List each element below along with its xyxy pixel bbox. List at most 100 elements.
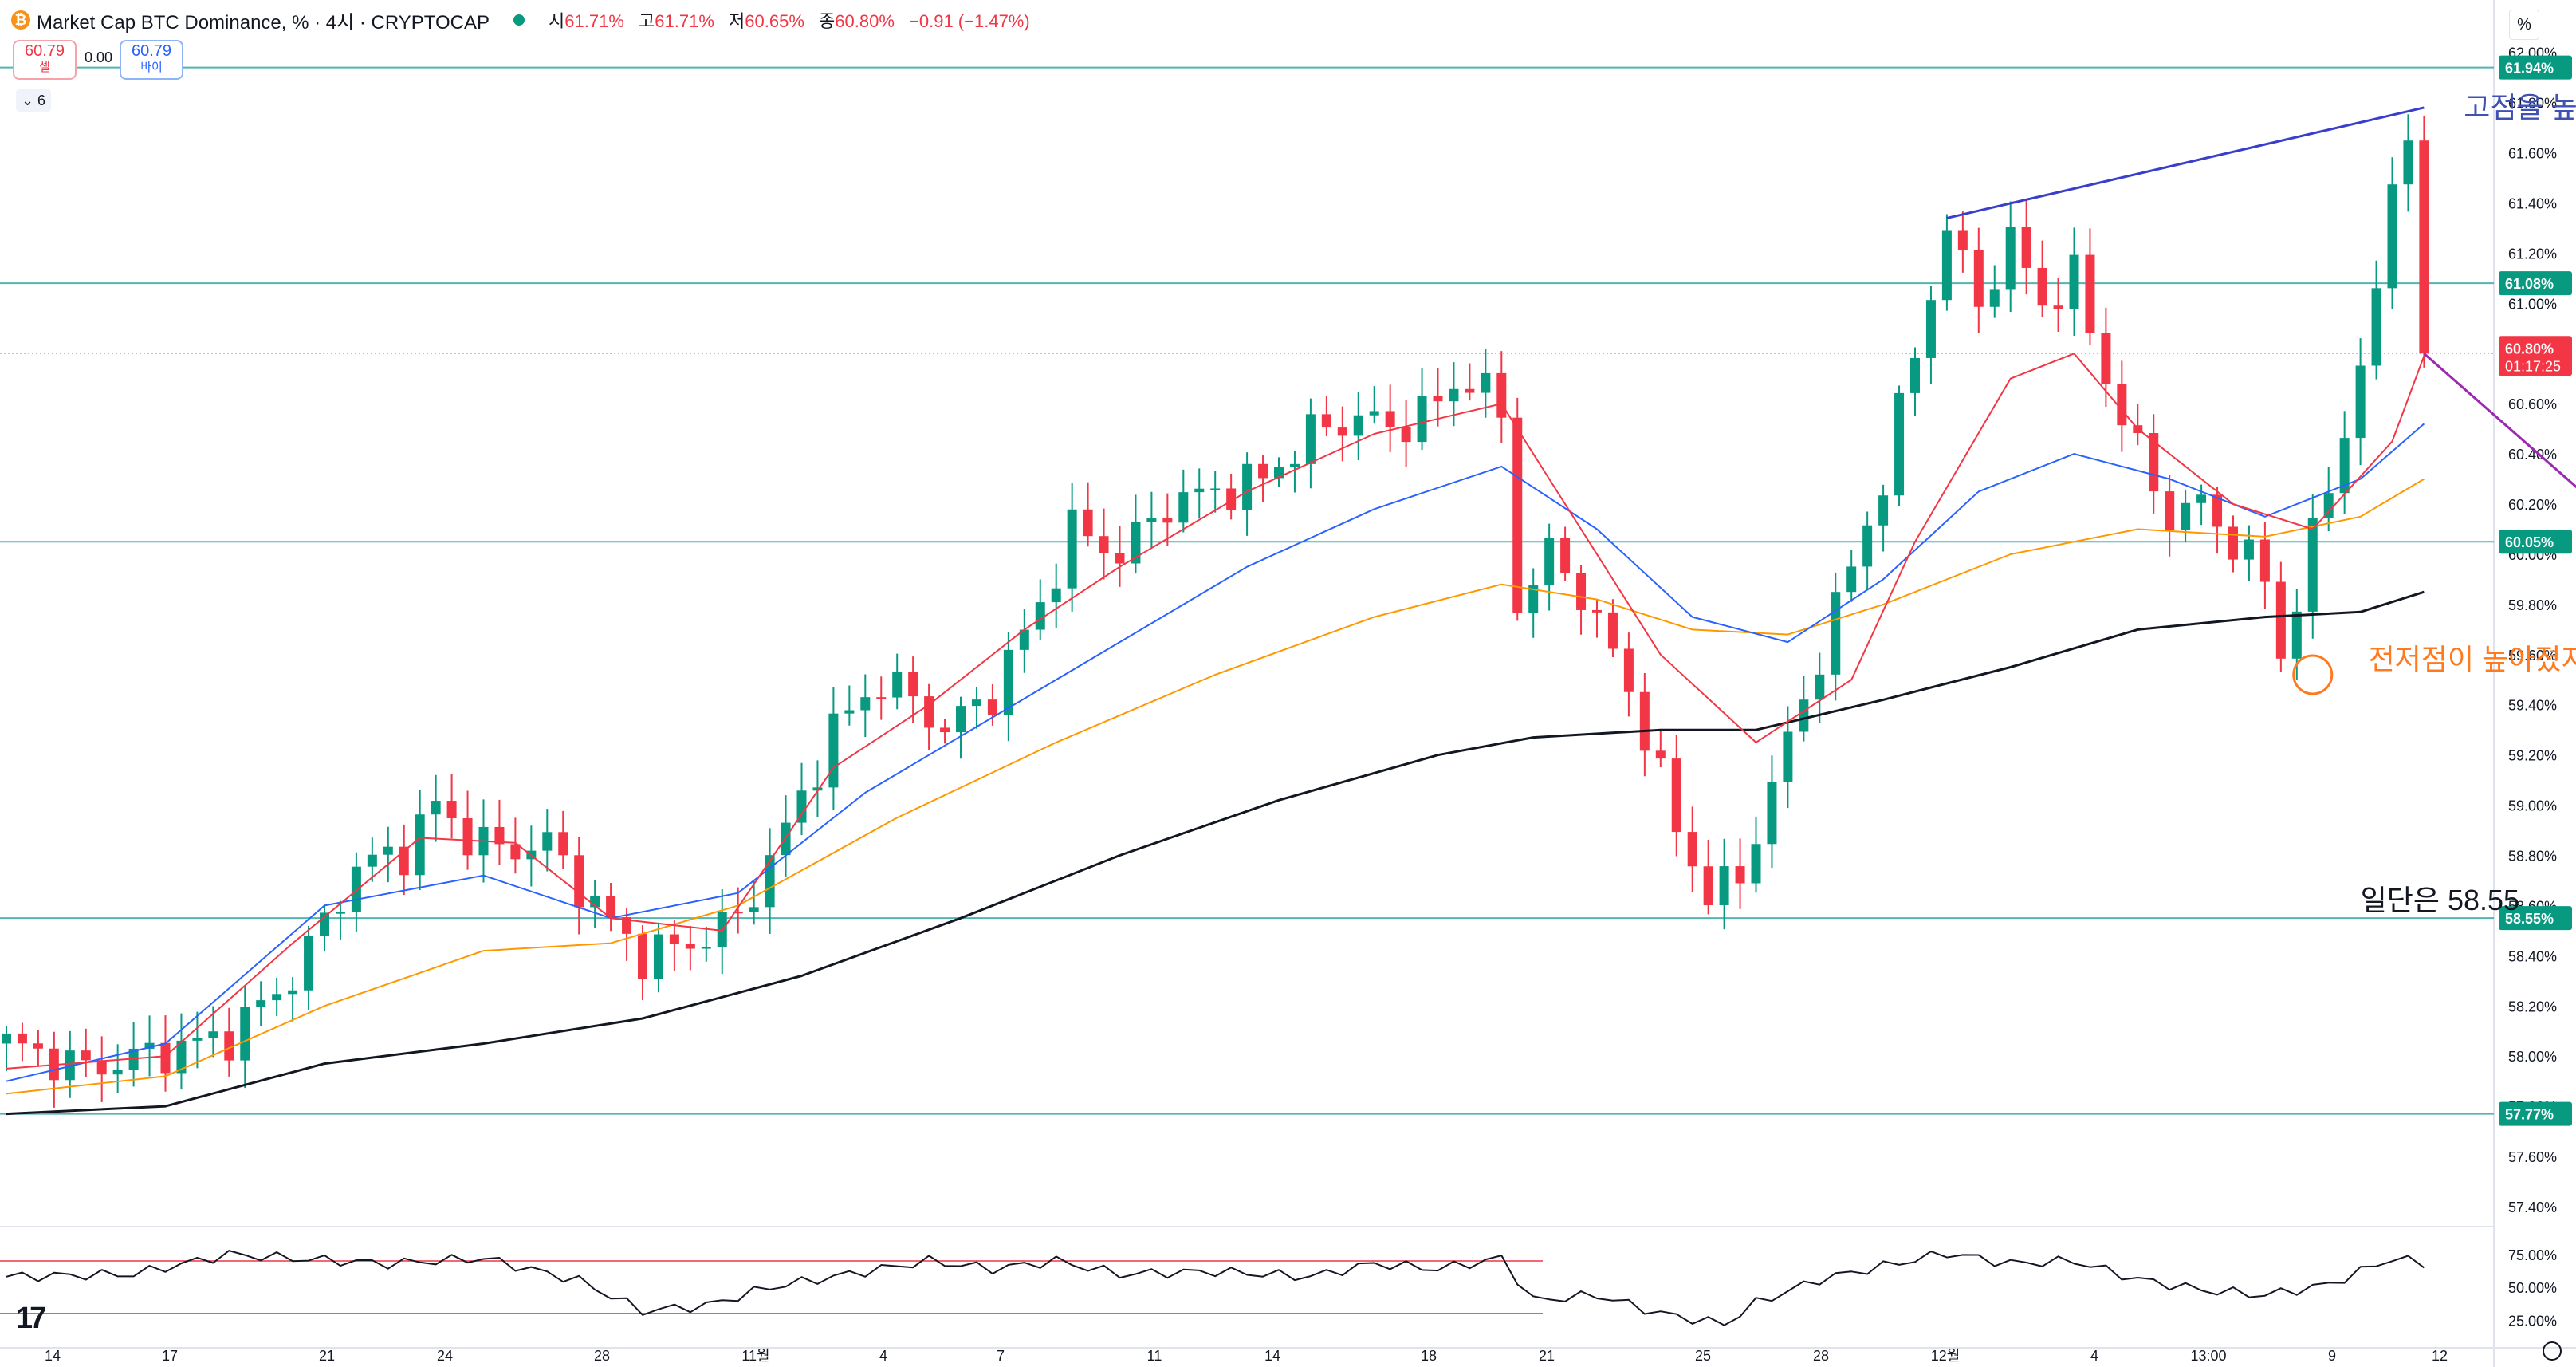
candle-body [2212,494,2223,527]
ohlc-readout: 시61.71% 고61.71% 저60.65% 종60.80% −0.91 (−… [549,11,1030,31]
candle-body [160,1042,171,1074]
y-tick-label: 61.40% [2508,196,2557,212]
candle-body [956,706,966,733]
x-tick-label: 13:00 [2190,1348,2226,1364]
candle-body [1496,372,1507,418]
candle-body [2149,433,2159,492]
y-tick-label: 60.60% [2508,396,2557,412]
candle-body [446,801,457,818]
candle-body [367,854,377,867]
price-label-box [2499,271,2572,296]
candle-body [2323,493,2334,518]
annotation-text: 전저점이 높아졌지만 [2369,643,2576,676]
buy-button[interactable]: 60.79 바이 [120,40,183,80]
price-label: 57.77% [2505,1107,2554,1123]
candle-body [2244,539,2254,560]
candle-body [335,912,345,914]
candle-body [17,1033,27,1044]
candle-body [2403,140,2413,185]
x-tick-label: 12월 [1931,1348,1961,1364]
candle-body [2339,438,2350,494]
candle-body [192,1038,203,1041]
candle-body [1560,538,1571,573]
candle-body [1146,518,1157,522]
change-value: −0.91 (−1.47%) [909,11,1030,31]
indicators-toggle[interactable]: ⌄ 6 [16,89,51,112]
candle-body [304,936,314,991]
y-tick-label: 58.80% [2508,849,2557,865]
candle-body [1051,588,1061,603]
symbol-title[interactable]: Market Cap BTC Dominance, % · 4시 · CRYPT… [37,11,490,33]
last-price-box [2499,336,2572,376]
annotation-text: 일단은 58.55 [2361,884,2519,916]
ma-fast-line [6,353,2425,1070]
y-tick-label: 59.20% [2508,748,2557,764]
price-label: 58.55% [2505,911,2554,927]
y-tick-label: 60.20% [2508,497,2557,513]
settings-icon[interactable] [2543,1341,2562,1361]
candle-body [876,697,887,699]
candle-body [1783,731,1793,782]
candle-body [1941,230,1952,301]
candle-body [622,917,632,934]
candle-body [542,832,553,851]
candle-body [2307,518,2318,612]
last-price-label: 60.80% [2505,341,2554,357]
rsi-tick-label: 75.00% [2508,1247,2557,1263]
candle-body [1846,566,1857,593]
candle-body [796,790,807,823]
sell-button[interactable]: 60.79 셀 [13,40,77,80]
candle-body [1925,300,1936,358]
candle-body [2069,254,2079,309]
candle-body [176,1040,187,1074]
x-tick-label: 28 [1813,1348,1829,1364]
x-tick-label: 14 [45,1348,61,1364]
candle-body [1655,750,1666,759]
candle-body [112,1070,123,1075]
candle-body [1321,414,1331,428]
candle-body [749,907,759,912]
candle-body [2291,611,2302,659]
percent-scale-button[interactable]: % [2509,10,2539,40]
y-tick-label: 59.40% [2508,698,2557,714]
candle-body [2196,494,2207,503]
x-tick-label: 9 [2328,1348,2336,1364]
annotation-text: 고점을 높여서 [2464,91,2576,124]
candle-body [1401,427,1411,443]
candle-body [1242,463,1253,510]
candle-body [81,1050,91,1061]
candle-body [1067,509,1077,589]
candle-body [272,994,282,1001]
candle-body [288,990,298,995]
candle-body [1003,649,1013,715]
candle-body [2117,384,2127,426]
candle-body [1528,585,1539,613]
candle-body [1131,522,1141,564]
x-tick-label: 21 [319,1348,335,1364]
candle-body [1894,392,1905,496]
candle-body [908,672,918,697]
candle-body [765,855,775,908]
candle-body [1878,495,1889,526]
candle-body [2021,227,2031,268]
y-tick-label: 58.40% [2508,948,2557,964]
x-tick-label: 11월 [741,1348,769,1364]
candle-body [1115,553,1125,564]
x-tick-label: 17 [162,1348,178,1364]
price-label-box [2499,55,2572,80]
candle-body [1767,782,1777,845]
candle-body [2371,288,2381,366]
candle-body [2053,305,2063,309]
y-tick-label: 57.40% [2508,1200,2557,1215]
candle-body [1019,629,1029,650]
candle-body [1449,388,1459,402]
candle-body [1957,230,1968,250]
candle-body [256,1000,266,1007]
rsi-line [6,1250,2425,1326]
ma-slow-line [6,478,2425,1095]
countdown-label: 01:17:25 [2505,358,2561,374]
y-tick-label: 57.60% [2508,1149,2557,1165]
candle-body [431,801,441,815]
candle-body [1194,488,1205,493]
